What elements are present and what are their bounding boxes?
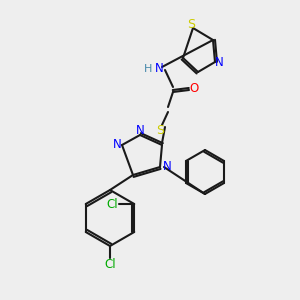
Text: N: N (136, 124, 144, 136)
Text: H: H (144, 64, 152, 74)
Text: N: N (154, 62, 164, 76)
Text: N: N (163, 160, 171, 173)
Text: Cl: Cl (104, 259, 116, 272)
Text: N: N (112, 139, 122, 152)
Text: Cl: Cl (106, 197, 118, 211)
Text: N: N (214, 56, 224, 68)
Text: O: O (189, 82, 199, 95)
Text: S: S (187, 19, 195, 32)
Text: S: S (156, 124, 164, 136)
